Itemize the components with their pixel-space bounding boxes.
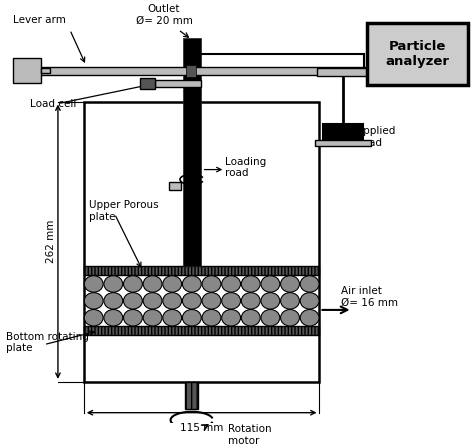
Circle shape: [202, 276, 221, 292]
Circle shape: [163, 309, 182, 326]
Bar: [84, 101, 319, 382]
Circle shape: [261, 293, 280, 309]
Circle shape: [281, 293, 300, 309]
Text: Bottom rotating
plate: Bottom rotating plate: [6, 332, 89, 354]
Circle shape: [261, 276, 280, 292]
Circle shape: [163, 276, 182, 292]
Circle shape: [222, 309, 240, 326]
Bar: [140, 78, 155, 89]
Circle shape: [202, 309, 221, 326]
Circle shape: [182, 293, 201, 309]
Circle shape: [124, 276, 142, 292]
Text: Particle
analyzer: Particle analyzer: [385, 40, 449, 68]
Circle shape: [182, 276, 201, 292]
Text: Loading
road: Loading road: [225, 157, 266, 178]
Circle shape: [84, 309, 103, 326]
Circle shape: [143, 293, 162, 309]
Circle shape: [84, 293, 103, 309]
Text: Air inlet
Ø= 16 mm: Air inlet Ø= 16 mm: [341, 286, 398, 308]
Circle shape: [84, 276, 103, 292]
Circle shape: [182, 309, 201, 326]
Circle shape: [222, 293, 240, 309]
Circle shape: [300, 293, 319, 309]
Bar: [84, 326, 319, 335]
Bar: [155, 80, 201, 87]
Circle shape: [143, 276, 162, 292]
Text: Upper Porous
plate: Upper Porous plate: [89, 200, 158, 222]
Text: Outlet
Ø= 20 mm: Outlet Ø= 20 mm: [136, 4, 192, 25]
Bar: [186, 64, 196, 77]
Bar: [169, 181, 181, 190]
Text: 115 mm: 115 mm: [180, 423, 223, 433]
Circle shape: [124, 309, 142, 326]
Bar: [27, 67, 371, 75]
Circle shape: [104, 276, 123, 292]
Circle shape: [124, 293, 142, 309]
Bar: [185, 382, 199, 409]
Circle shape: [281, 309, 300, 326]
Text: Applied
Load: Applied Load: [357, 127, 397, 148]
Circle shape: [300, 309, 319, 326]
Bar: [317, 68, 369, 76]
Circle shape: [143, 309, 162, 326]
Circle shape: [163, 293, 182, 309]
Text: 262 mm: 262 mm: [46, 220, 56, 263]
Bar: [323, 124, 363, 141]
Bar: [41, 68, 50, 73]
Bar: [366, 23, 468, 85]
Circle shape: [281, 276, 300, 292]
Bar: [315, 140, 371, 146]
Text: Rotation
motor: Rotation motor: [228, 424, 271, 446]
Circle shape: [241, 276, 260, 292]
Text: Lever arm: Lever arm: [13, 15, 65, 25]
Circle shape: [241, 309, 260, 326]
Text: Load cell: Load cell: [30, 99, 76, 109]
Circle shape: [241, 293, 260, 309]
Circle shape: [104, 309, 123, 326]
Circle shape: [104, 293, 123, 309]
Circle shape: [300, 276, 319, 292]
Bar: [84, 266, 319, 275]
Bar: [13, 58, 41, 83]
Circle shape: [222, 276, 240, 292]
Bar: [183, 38, 201, 266]
Circle shape: [202, 293, 221, 309]
Circle shape: [261, 309, 280, 326]
